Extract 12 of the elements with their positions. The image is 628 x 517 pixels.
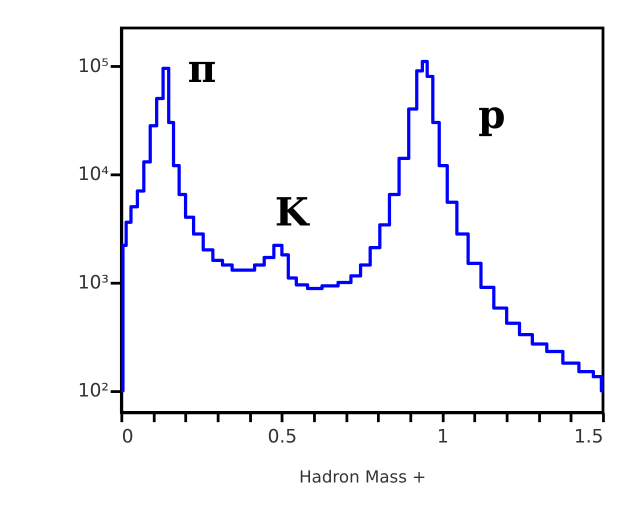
x-tick-label: 0.5 xyxy=(268,426,298,448)
annotation: K xyxy=(274,189,310,236)
x-tick-label: 0 xyxy=(122,426,134,448)
x-tick-label: 1 xyxy=(437,426,449,448)
y-tick-label: 10⁴ xyxy=(78,164,109,186)
annotation: p xyxy=(478,92,506,138)
y-tick-label: 10⁵ xyxy=(78,56,109,77)
x-tick-label: 1.5 xyxy=(574,426,604,448)
y-tick-label: 10³ xyxy=(78,272,109,294)
y-tick-label: 10² xyxy=(78,380,109,402)
annotation: π xyxy=(188,46,216,92)
x-axis-title: Hadron Mass + xyxy=(299,467,426,486)
